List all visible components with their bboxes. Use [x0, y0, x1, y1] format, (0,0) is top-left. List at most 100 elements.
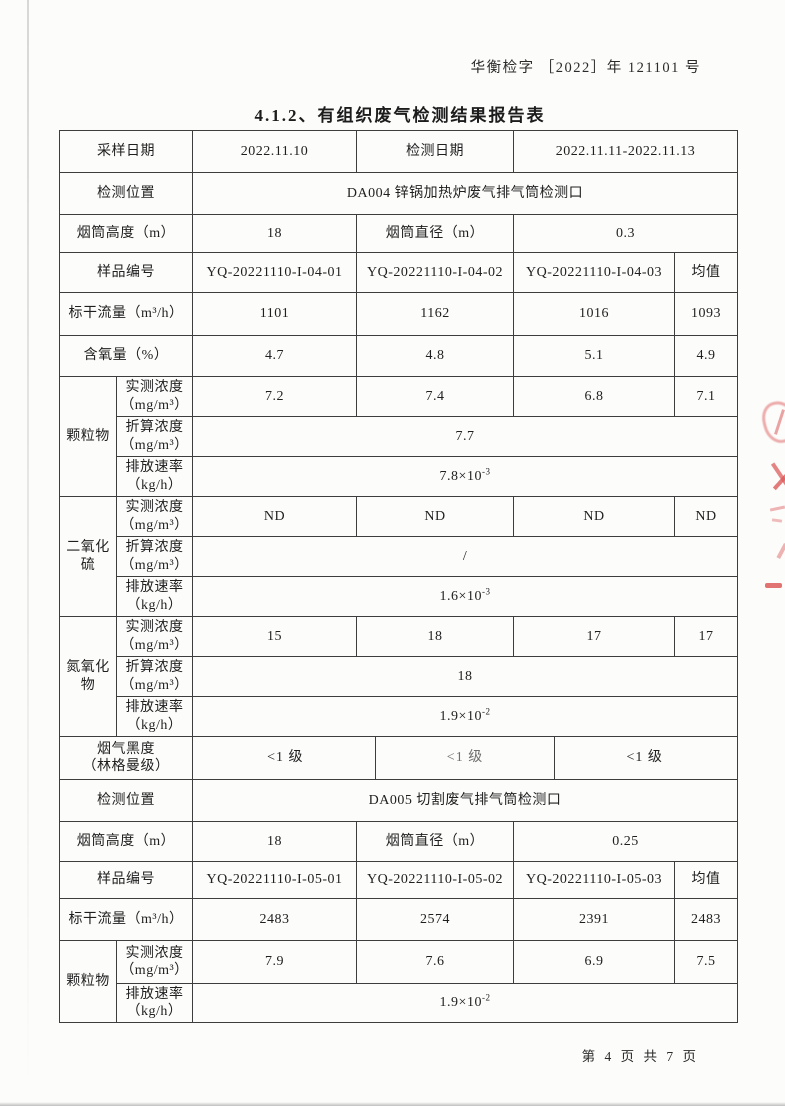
emission-rate-label: 排放速率 （kg/h） [116, 983, 193, 1023]
so2-measured-2: ND [356, 496, 514, 537]
so2-rate-value: 1.6×10-3 [191, 576, 739, 617]
stamp-stroke [776, 542, 785, 560]
detection-date-label: 检测日期 [356, 130, 514, 173]
nox-measured-3: 17 [513, 616, 675, 657]
pollutant-name-particulate-2: 颗粒物 [59, 940, 117, 1023]
oxygen-label: 含氧量（%） [59, 335, 193, 377]
red-stamp-fragment-icon [761, 395, 785, 607]
page-edge-shadow-bottom [0, 1102, 785, 1106]
nox-rate-exponent: -2 [481, 706, 491, 717]
nox-rate-mantissa: 1.9×10 [439, 708, 482, 724]
blackness-values-row: <1 级 <1 级 <1 级 [196, 737, 734, 779]
emission-rate-label-line1: 排放速率 [125, 700, 184, 715]
so2-rate-mantissa: 1.6×10 [439, 588, 482, 604]
so2-measured-mean: ND [673, 496, 739, 537]
flow2-value-2: 2574 [356, 898, 514, 941]
flow-value-3: 1016 [513, 292, 675, 336]
measured-conc-label-line1: 实测浓度 [125, 500, 184, 515]
oxygen-value-2: 4.8 [356, 335, 514, 377]
row-so2-converted: 折算浓度 （mg/m³） / [60, 536, 739, 577]
pm-rate-mantissa: 7.8×10 [439, 468, 482, 484]
row-blackness: 烟气黑度 （林格曼级） <1 级 <1 级 <1 级 [59, 736, 739, 780]
emission-rate-label-line1: 排放速率 [125, 986, 184, 1002]
pm-measured-1: 7.2 [192, 376, 357, 417]
row-location-2: 检测位置 DA005 切割废气排气筒检测口 [59, 779, 739, 822]
blackness-value-3: <1 级 [554, 737, 734, 779]
flow-value-2: 1162 [356, 292, 514, 336]
converted-conc-label: 折算浓度 （mg/m³） [116, 416, 193, 457]
nox-converted-value: 18 [191, 656, 739, 697]
measured-conc-label-line1: 实测浓度 [125, 380, 184, 395]
oxygen-value-3: 5.1 [513, 335, 675, 377]
pollutant-name-nox: 氮氧化物 [59, 616, 117, 737]
sample-id-4: YQ-20221110-I-05-01 [192, 861, 357, 899]
measured-conc-label-line2: （mg/m³） [120, 963, 189, 978]
emission-rate-label-line2: （kg/h） [126, 1004, 183, 1019]
row-nox-measured: 氮氧化物 实测浓度 （mg/m³） 15 18 17 17 [59, 616, 739, 737]
pm2-measured-3: 6.9 [513, 940, 675, 984]
row-pm2-measured: 颗粒物 实测浓度 （mg/m³） 7.9 7.6 6.9 7.5 [59, 940, 739, 1023]
row-so2-measured: 二氧化硫 实测浓度 （mg/m³） ND ND ND ND [59, 496, 739, 617]
stamp-stroke [769, 505, 785, 512]
row-pm-converted: 折算浓度 （mg/m³） 7.7 [60, 416, 739, 457]
pollutant-name-so2: 二氧化硫 [59, 496, 117, 617]
flow-label: 标干流量（m³/h） [59, 292, 193, 336]
so2-rate-exponent: -3 [481, 586, 491, 597]
blackness-label-line2: （林格曼级） [82, 759, 170, 774]
row-dates: 采样日期 2022.11.10 检测日期 2022.11.11-2022.11.… [59, 130, 739, 173]
row-pm-measured: 颗粒物 实测浓度 （mg/m³） 7.2 7.4 6.8 7.1 [59, 376, 739, 497]
nox-measured-2: 18 [356, 616, 514, 657]
pm2-measured-1: 7.9 [192, 940, 357, 984]
oxygen-value-1: 4.7 [192, 335, 357, 377]
pollutant-name-particulate: 颗粒物 [59, 376, 117, 497]
nox-measured-mean: 17 [673, 616, 739, 657]
stamp-stroke [761, 397, 785, 447]
pm-rate-value: 7.8×10-3 [191, 456, 739, 497]
converted-conc-label-line1: 折算浓度 [125, 540, 184, 555]
emission-rate-label-line1: 排放速率 [125, 460, 184, 475]
doc-number: 华衡检字 ［2022］年 121101 号 [470, 60, 701, 76]
mean-label: 均值 [673, 861, 739, 899]
measured-conc-label-line2: （mg/m³） [120, 517, 189, 533]
pm-measured-2: 7.4 [356, 376, 514, 417]
so2-measured-3: ND [513, 496, 675, 537]
location-value-2: DA005 切割废气排气筒检测口 [191, 779, 739, 822]
row-stack-2: 烟筒高度（m） 18 烟筒直径（m） 0.25 [59, 821, 739, 862]
blackness-value-1: <1 级 [267, 750, 304, 766]
stack-diameter-value: 0.3 [512, 214, 739, 253]
oxygen-mean: 4.9 [673, 335, 739, 377]
row-sample-ids-1: 样品编号 YQ-20221110-I-04-01 YQ-20221110-I-0… [59, 252, 739, 293]
stack-height-label: 烟筒高度（m） [59, 821, 193, 862]
row-pm-rate: 排放速率 （kg/h） 7.8×10-3 [60, 456, 739, 497]
page-edge-shadow-left [27, 0, 29, 1092]
converted-conc-label-line1: 折算浓度 [125, 660, 184, 675]
emission-rate-label-line2: （kg/h） [126, 477, 183, 493]
stamp-stroke [765, 583, 782, 588]
blackness-value-2: <1 级 [374, 737, 555, 779]
blackness-label: 烟气黑度 （林格曼级） [59, 736, 193, 780]
emission-rate-label: 排放速率 （kg/h） [116, 576, 193, 617]
pm-converted-value: 7.7 [191, 416, 739, 457]
stamp-stroke [771, 518, 783, 523]
location-label: 检测位置 [59, 172, 193, 215]
so2-converted-value: / [191, 536, 739, 577]
converted-conc-label: 折算浓度 （mg/m³） [116, 656, 193, 697]
measured-conc-label-line1: 实测浓度 [125, 945, 184, 961]
converted-conc-label-line2: （mg/m³） [120, 677, 189, 693]
flow2-value-1: 2483 [192, 898, 357, 941]
row-pm2-rate: 排放速率 （kg/h） 1.9×10-2 [60, 983, 739, 1023]
pm2-rate-exponent: -2 [481, 992, 491, 1003]
converted-conc-label-line1: 折算浓度 [125, 420, 184, 435]
pm-measured-3: 6.8 [513, 376, 675, 417]
sample-id-label: 样品编号 [59, 861, 193, 899]
emission-rate-label-line2: （kg/h） [126, 717, 183, 733]
page-number: 第 4 页 共 7 页 [581, 1049, 699, 1064]
pm2-measured-mean: 7.5 [673, 940, 739, 984]
measured-conc-label-line2: （mg/m³） [120, 637, 189, 653]
flow-value-1: 1101 [192, 292, 357, 336]
stack-diameter-label: 烟筒直径（m） [356, 214, 514, 253]
emission-rate-label: 排放速率 （kg/h） [116, 456, 193, 497]
converted-conc-label-line2: （mg/m³） [120, 437, 189, 453]
stack-height-value-2: 18 [192, 821, 357, 862]
